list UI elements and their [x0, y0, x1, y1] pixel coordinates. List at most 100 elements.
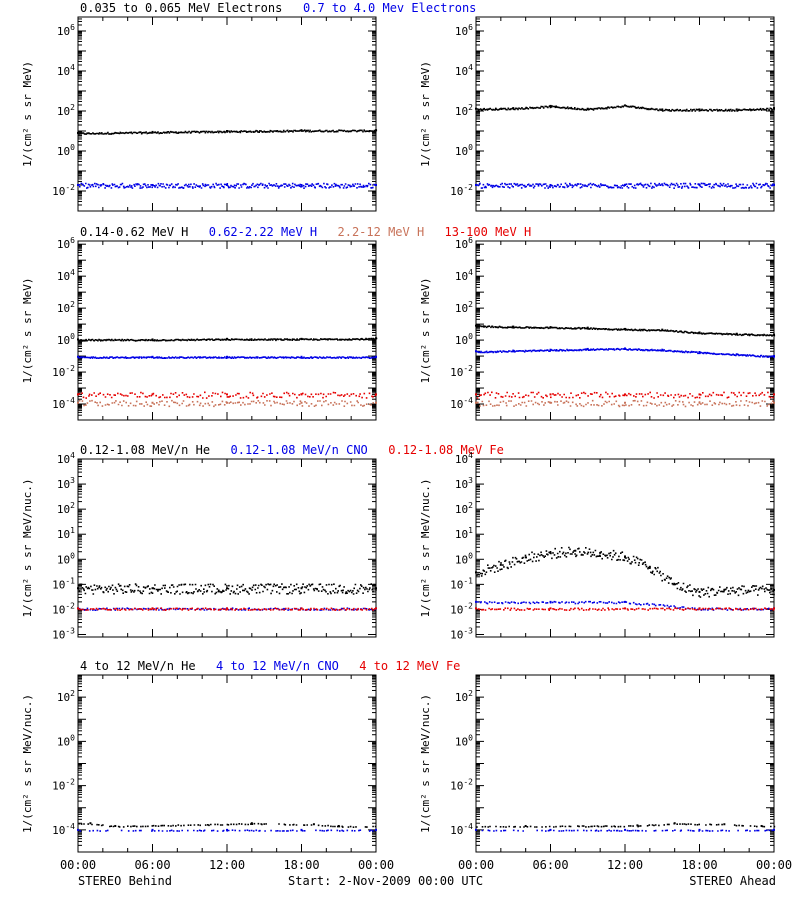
data-point: [735, 108, 738, 111]
y-tick-label: 100: [57, 551, 75, 566]
legend-label-2-2: 0.12-1.08 MeV Fe: [388, 443, 504, 457]
data-point: [723, 588, 726, 591]
y-tick-label: 10-4: [450, 396, 473, 411]
data-point: [586, 326, 589, 329]
data-point: [624, 607, 626, 610]
data-point: [624, 393, 626, 396]
y-tick-label: 101: [57, 526, 75, 541]
data-point: [661, 328, 664, 331]
x-tick-label: 06:00: [532, 858, 568, 872]
panel-5: [475, 458, 775, 638]
x-tick-label: 00:00: [756, 858, 792, 872]
data-point: [723, 823, 726, 826]
legend-label-2-1: 0.12-1.08 MeV/n CNO: [231, 443, 368, 457]
data-point: [661, 108, 664, 111]
data-point: [226, 183, 228, 186]
data-point: [77, 338, 79, 341]
data-point: [648, 565, 651, 568]
y-tick-label: 106: [57, 23, 75, 38]
y-tick-label: 10-4: [450, 822, 473, 837]
y-tick-label: 104: [455, 63, 473, 78]
data-point: [337, 824, 340, 827]
data-point: [151, 338, 154, 341]
data-point: [77, 587, 79, 590]
data-point: [586, 107, 589, 110]
legend-label-1-2: 2.2-12 MeV H: [338, 225, 425, 239]
data-point: [673, 822, 676, 825]
y-tick-label: 10-1: [450, 576, 473, 591]
y-tick-label: 106: [57, 236, 75, 251]
data-point: [698, 108, 701, 111]
y-tick-label: 102: [57, 689, 75, 704]
data-point: [151, 130, 154, 133]
data-point: [773, 401, 775, 404]
y-axis-label: 1/(cm² s sr MeV/nuc.): [21, 694, 34, 833]
y-tick-label: 10-4: [52, 396, 75, 411]
legend-label-3-0: 4 to 12 MeV/n He: [80, 659, 196, 673]
data-point: [698, 393, 701, 396]
y-tick-label: 100: [455, 143, 473, 158]
data-point: [773, 333, 775, 336]
data-point: [773, 588, 775, 591]
data-point: [773, 607, 775, 610]
data-point: [77, 355, 79, 358]
y-tick-label: 10-1: [52, 576, 75, 591]
plot-frame: [475, 16, 775, 212]
data-point: [375, 129, 377, 132]
data-point: [375, 828, 377, 831]
y-tick-label: 10-2: [52, 601, 75, 616]
data-point: [312, 823, 315, 826]
y-tick-label: 101: [455, 526, 473, 541]
legend-label-3-2: 4 to 12 MeV Fe: [359, 659, 460, 673]
data-point: [512, 107, 515, 110]
y-tick-label: 102: [455, 501, 473, 516]
y-tick-label: 103: [57, 476, 75, 491]
x-tick-label: 00:00: [60, 858, 96, 872]
data-point: [250, 822, 253, 825]
data-point: [300, 401, 303, 404]
data-point: [735, 332, 738, 335]
data-point: [760, 824, 763, 827]
data-point: [300, 337, 303, 340]
data-series-2: [78, 399, 378, 408]
plot-frame: [475, 674, 775, 853]
data-point: [773, 393, 775, 396]
data-point: [77, 607, 79, 610]
y-tick-label: 10-2: [52, 778, 75, 793]
y-tick-label: 10-2: [52, 364, 75, 379]
data-point: [524, 824, 527, 827]
data-point: [300, 183, 303, 186]
data-point: [375, 183, 377, 186]
data-series-3: [78, 391, 377, 399]
data-point: [624, 104, 626, 107]
data-point: [549, 104, 552, 107]
data-point: [549, 600, 552, 603]
data-point: [475, 324, 477, 327]
y-tick-label: 104: [455, 451, 473, 466]
panel-7: [475, 674, 776, 853]
y-axis-label: 1/(cm² s sr MeV): [21, 61, 34, 167]
data-point: [586, 347, 589, 350]
data-point: [673, 583, 676, 586]
data-point: [226, 828, 228, 831]
y-tick-label: 104: [57, 63, 75, 78]
data-series-1: [78, 607, 377, 611]
x-tick-label: 18:00: [283, 858, 319, 872]
data-point: [300, 587, 303, 590]
data-point: [475, 571, 477, 574]
data-point: [735, 353, 738, 356]
panel-1: [475, 16, 775, 212]
y-tick-label: 100: [57, 332, 75, 347]
data-point: [512, 325, 515, 328]
data-point: [375, 393, 377, 396]
data-point: [773, 183, 775, 186]
data-point: [624, 347, 626, 350]
data-point: [624, 600, 626, 603]
data-series-0: [476, 325, 776, 337]
data-point: [226, 355, 228, 358]
data-point: [375, 337, 377, 340]
data-point: [549, 393, 552, 396]
data-point: [636, 824, 639, 827]
